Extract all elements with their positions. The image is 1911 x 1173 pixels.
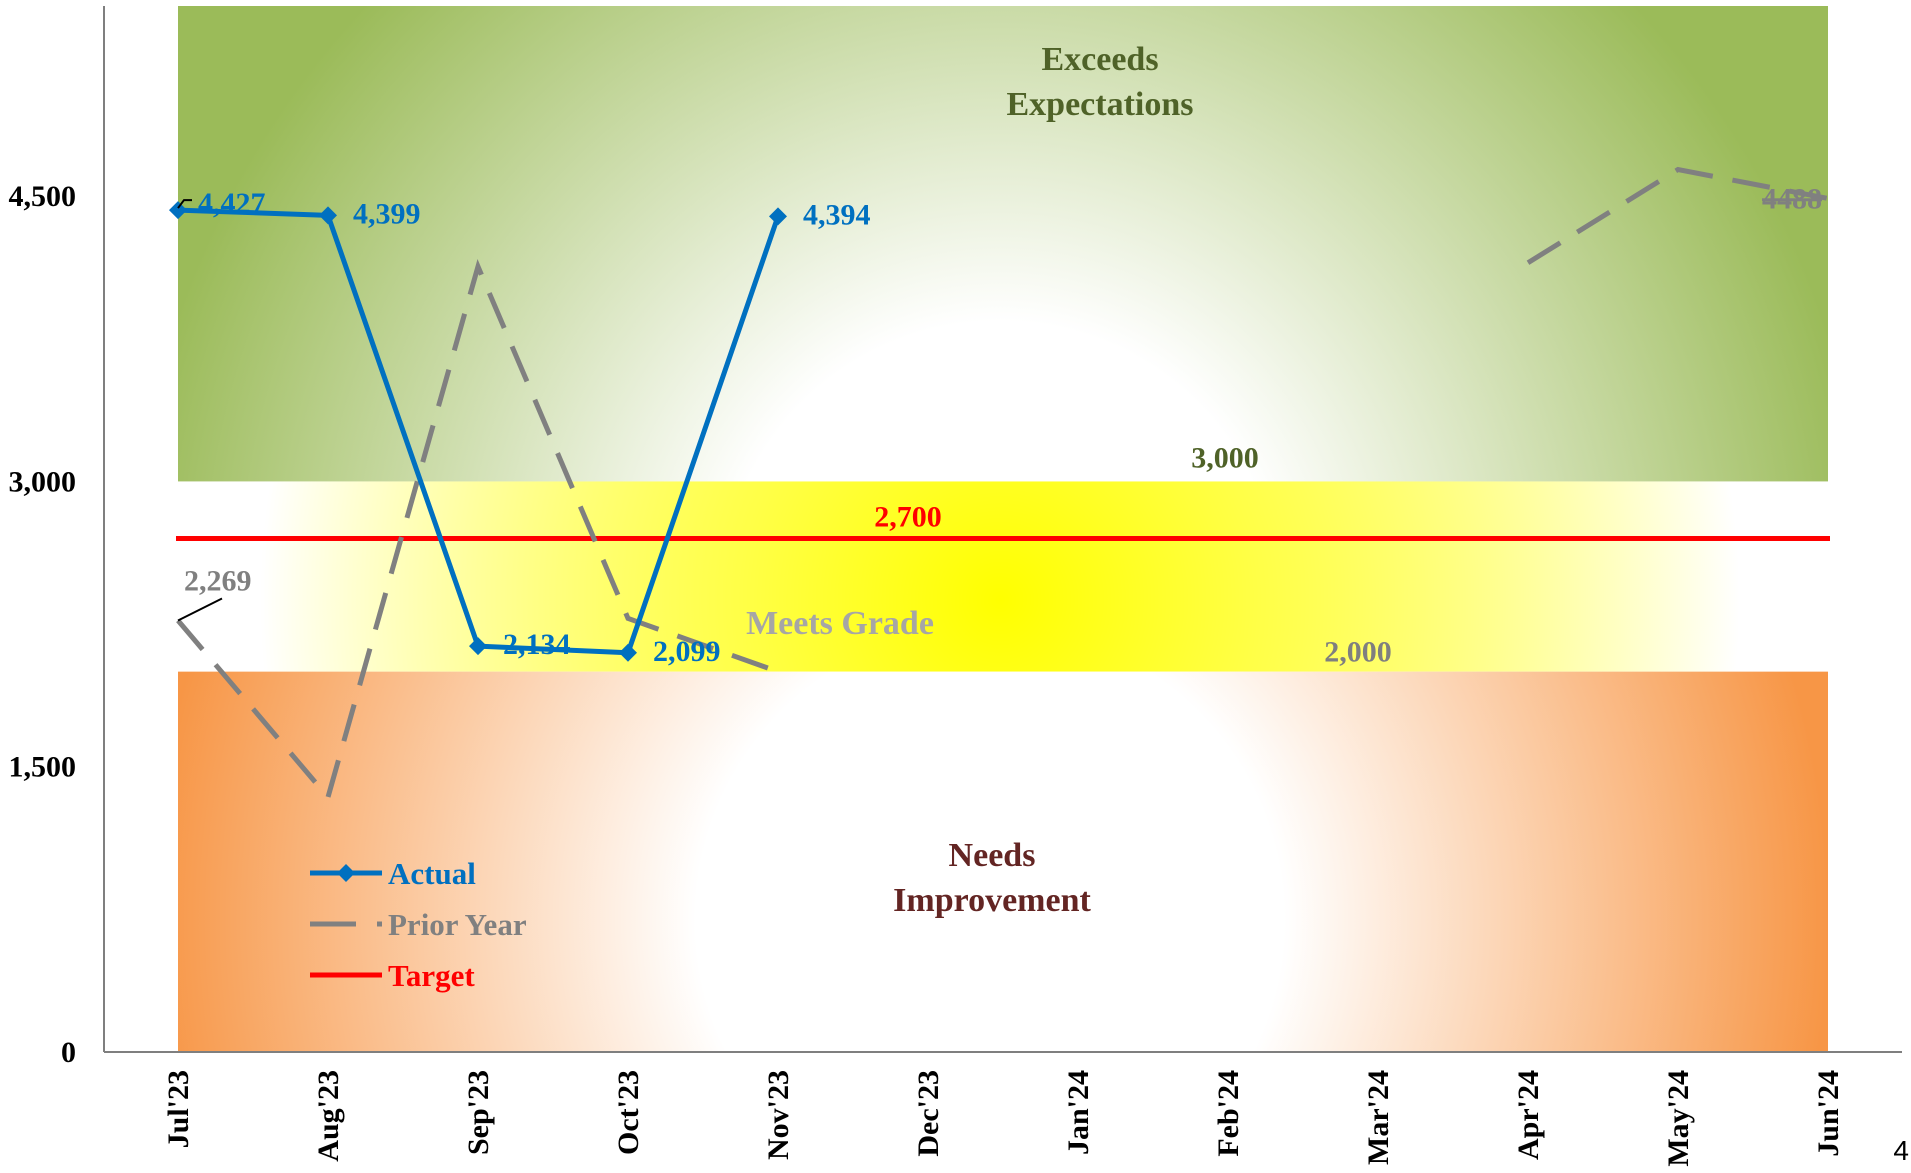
zone-label-needs: Improvement [893, 882, 1091, 919]
data-label-prior-year: 2,269 [184, 564, 252, 597]
zone-label-needs: Needs [949, 837, 1036, 874]
threshold-label-lower: 2,000 [1324, 636, 1392, 669]
page-corner-mark: 4 [1893, 1135, 1909, 1167]
y-tick-label: 0 [61, 1036, 76, 1069]
data-label-actual: 2,134 [503, 628, 571, 661]
x-tick-label: Jul'23 [162, 1070, 195, 1148]
zone-label-exceeds: Expectations [1007, 86, 1194, 123]
x-tick-label: Jan'24 [1062, 1070, 1095, 1155]
legend-label-target: Target [388, 958, 475, 993]
data-label-actual: 4,394 [803, 198, 871, 231]
x-tick-label: Feb'24 [1212, 1070, 1245, 1157]
data-label-target: 2,700 [874, 501, 942, 534]
y-tick-label: 4,500 [9, 180, 77, 213]
data-label-actual: 4,427 [198, 187, 266, 220]
zone-meets [178, 481, 1828, 671]
legend-label-actual: Actual [388, 856, 476, 891]
x-tick-label: Sep'23 [462, 1070, 495, 1155]
x-tick-label: Nov'23 [762, 1070, 795, 1160]
threshold-label-upper: 3,000 [1191, 441, 1259, 474]
x-tick-label: Dec'23 [912, 1070, 945, 1157]
x-tick-label: Apr'24 [1512, 1070, 1545, 1160]
x-tick-label: Aug'23 [312, 1070, 345, 1162]
y-tick-label: 3,000 [9, 465, 77, 498]
x-tick-label: Mar'24 [1362, 1070, 1395, 1165]
legend-label-prior-year: Prior Year [388, 907, 527, 942]
x-tick-label: Oct'23 [612, 1070, 645, 1155]
y-tick-label: 1,500 [9, 751, 77, 784]
zone-exceeds [178, 6, 1828, 481]
x-tick-label: May'24 [1662, 1070, 1695, 1167]
data-label-actual: 4,399 [353, 197, 421, 230]
zone-label-exceeds: Exceeds [1041, 41, 1158, 78]
zone-label-meets: Meets Grade [746, 605, 934, 642]
x-tick-label: Jun'24 [1812, 1070, 1845, 1157]
data-label-actual: 2,099 [653, 635, 721, 668]
data-label-prior-year: 4488 [1762, 182, 1822, 215]
